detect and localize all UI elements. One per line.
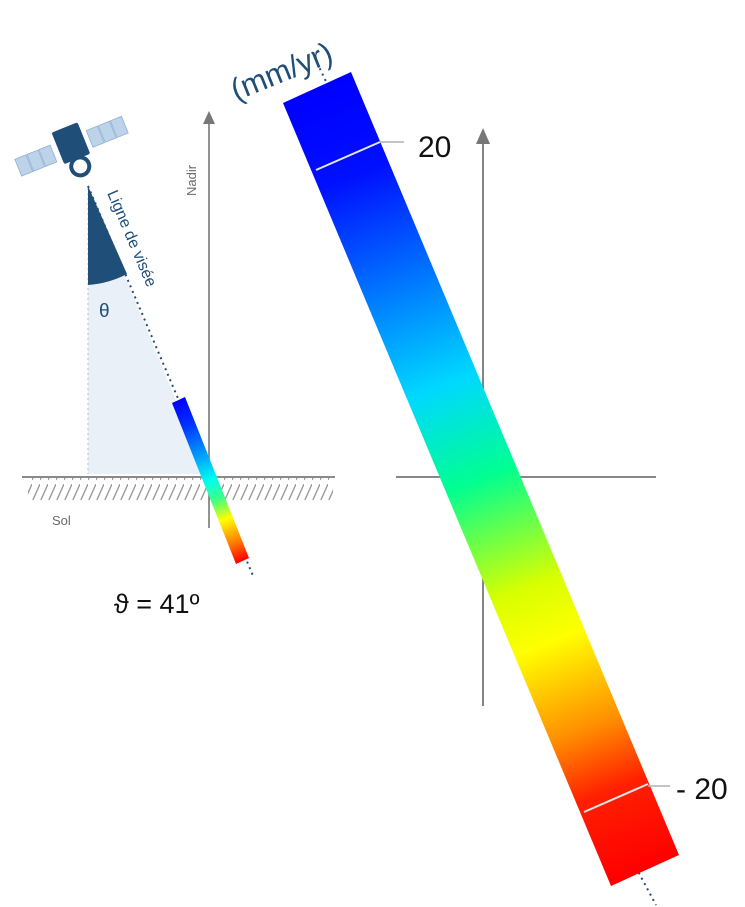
- nadir-label: Nadir: [184, 164, 199, 196]
- angle-label: ϑ = 41º: [114, 589, 200, 619]
- small-color-ramp: [172, 397, 249, 564]
- large-color-ramp: [283, 72, 679, 886]
- max-tick-line: [315, 141, 381, 171]
- scale-max-label: 20: [418, 131, 451, 164]
- satellite-icon: [14, 115, 129, 178]
- theta-symbol: θ: [99, 301, 110, 322]
- arrow-up-icon: [476, 128, 490, 144]
- big-line-of-sight-bottom: [632, 861, 657, 906]
- scale-min-label: - 20: [676, 773, 728, 806]
- min-tick-line: [583, 783, 649, 813]
- big-line-of-sight-top: [311, 51, 331, 91]
- theta-wedge: [88, 186, 127, 285]
- ground-label: Sol: [52, 513, 71, 528]
- arrow-up-icon: [203, 111, 215, 124]
- ground-hatching: [28, 478, 333, 500]
